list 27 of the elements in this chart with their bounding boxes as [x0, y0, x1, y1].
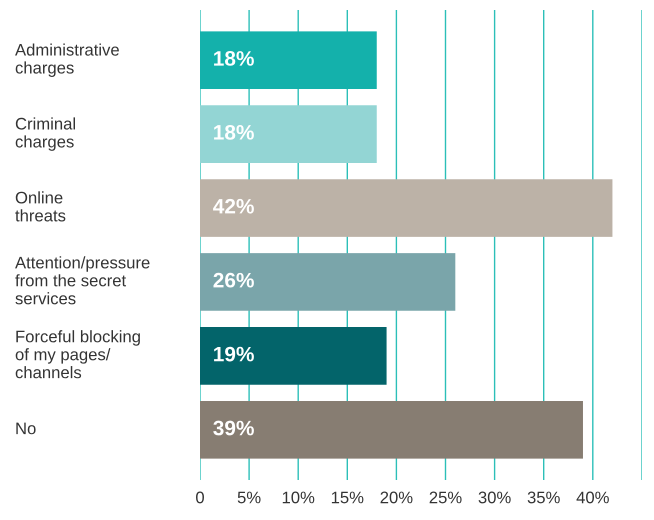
bar [200, 253, 456, 311]
y-tick-label: Online threats [15, 191, 66, 222]
bar [200, 400, 583, 459]
data-label: 39% [213, 420, 254, 436]
x-tick-label: 5% [238, 492, 261, 504]
x-tick-label: 15% [332, 492, 364, 504]
y-tick-label: Criminal charges [16, 117, 75, 151]
x-tick-label: 30% [478, 492, 511, 504]
data-label: 26% [213, 272, 254, 288]
data-label: 19% [214, 346, 254, 362]
x-tick-label: 10% [282, 492, 314, 504]
bar [200, 327, 387, 385]
data-label: 18% [214, 51, 254, 66]
x-tick-label: 35% [528, 492, 560, 504]
x-tick-label: 20% [380, 492, 412, 504]
y-tick-label: Forceful blocking of my pages/ channels [16, 330, 140, 378]
bar [200, 179, 612, 237]
y-tick-label: Attention/pressure from the secret services [15, 256, 150, 304]
x-tick-label: 0 [196, 492, 204, 504]
data-label: 18% [214, 124, 254, 140]
bar [200, 31, 377, 90]
x-tick-label: 40% [576, 492, 609, 504]
y-tick-label: No [16, 422, 36, 434]
data-label: 42% [213, 198, 254, 214]
y-tick-label: Administrative charges [15, 43, 119, 77]
bar [200, 105, 377, 163]
x-tick-label: 25% [430, 492, 462, 504]
